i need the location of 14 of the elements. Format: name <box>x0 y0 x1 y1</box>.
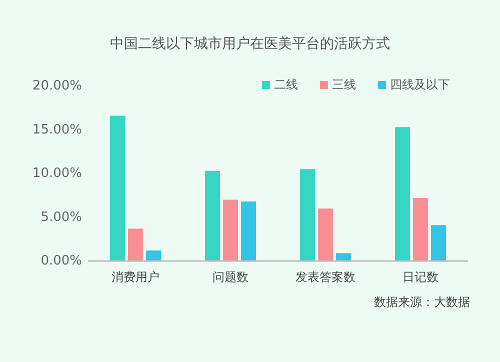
y-tick-label: 10.00% <box>32 166 82 182</box>
legend-label: 三线 <box>332 77 356 92</box>
y-tick-label: 20.00% <box>32 78 82 94</box>
chart-title: 中国二线以下城市用户在医美平台的活跃方式 <box>110 36 390 52</box>
y-tick-label: 5.00% <box>40 210 82 225</box>
legend-label: 四线及以下 <box>390 77 450 92</box>
y-tick-label: 0.00% <box>40 254 82 269</box>
source-note: 数据来源：大数据 <box>374 295 470 309</box>
legend-label: 二线 <box>274 77 298 92</box>
x-tick-label: 发表答案数 <box>296 270 356 284</box>
x-tick-label: 日记数 <box>402 270 438 284</box>
x-tick-label: 消费用户 <box>112 270 160 284</box>
x-tick-label: 问题数 <box>212 270 248 284</box>
y-tick-label: 15.00% <box>32 122 82 138</box>
